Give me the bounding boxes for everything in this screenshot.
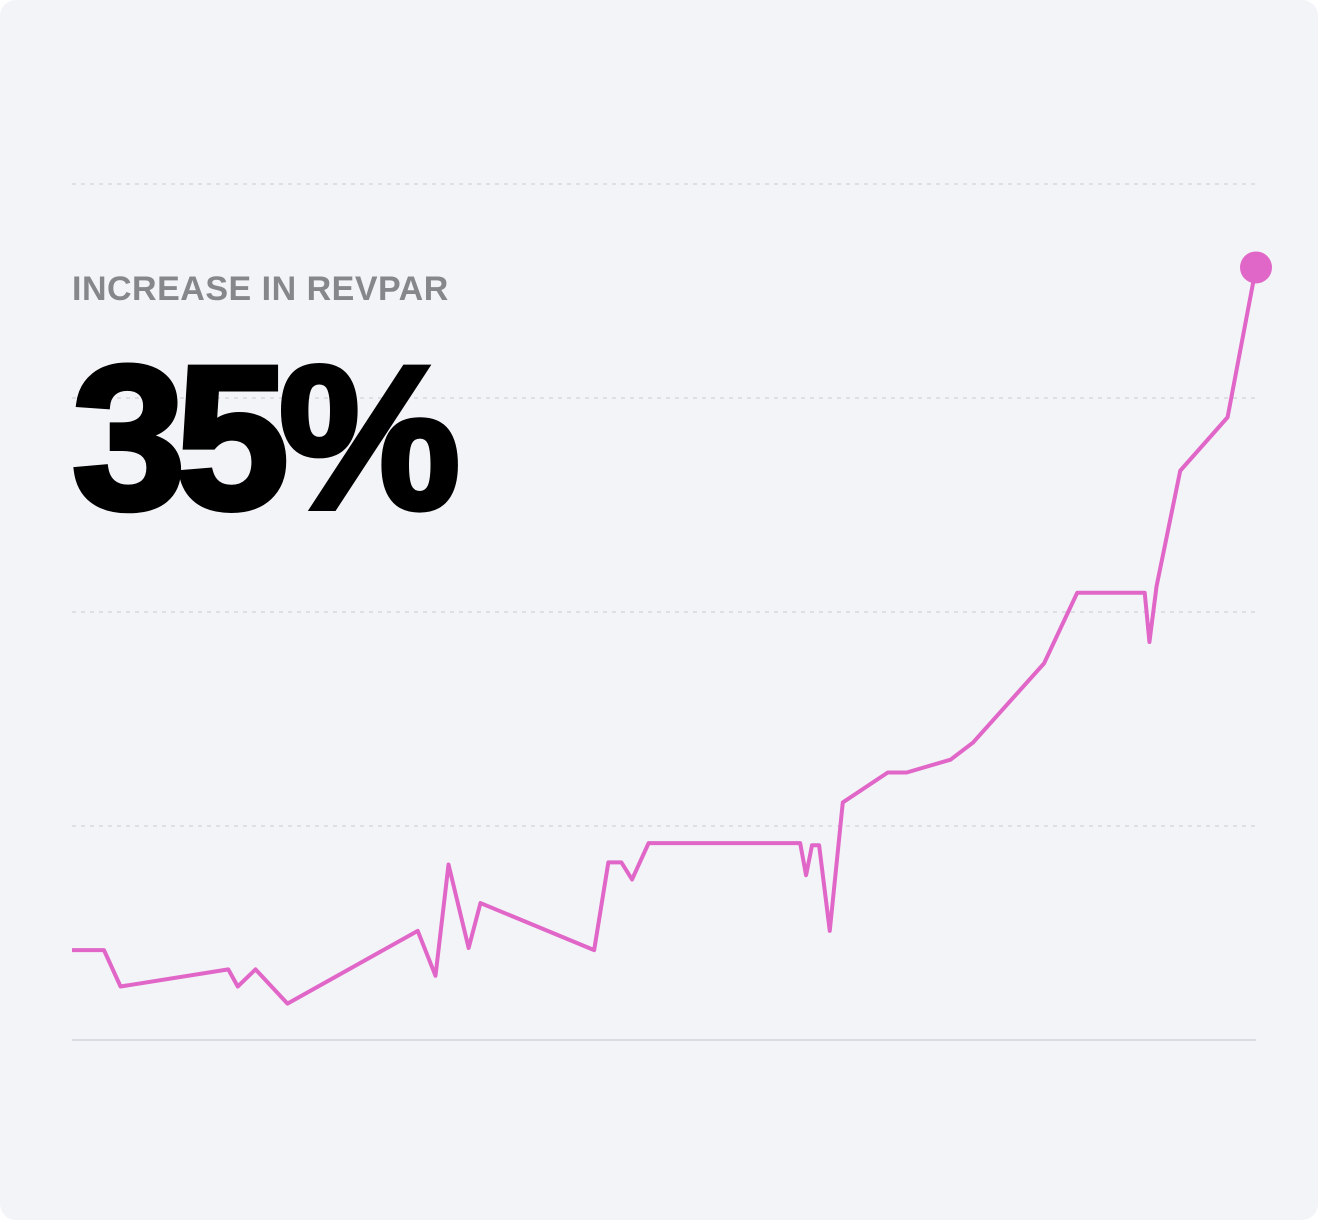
headline-value: 35% bbox=[72, 324, 456, 552]
chart-title: INCREASE IN REVPAR bbox=[72, 270, 449, 308]
grid bbox=[72, 183, 1256, 1041]
end-point bbox=[1240, 251, 1272, 284]
data-line bbox=[72, 267, 1258, 1006]
plot bbox=[72, 251, 1272, 1006]
